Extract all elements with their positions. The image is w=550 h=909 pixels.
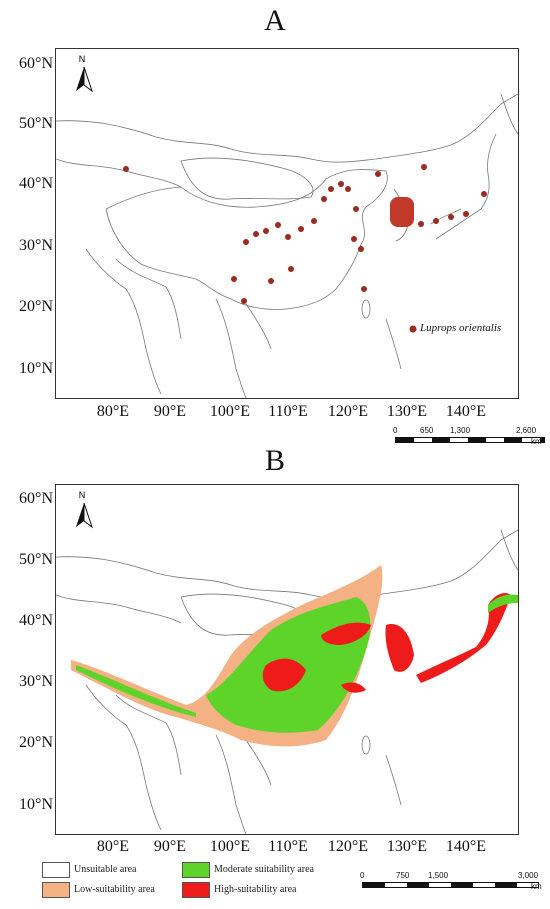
legend-label-moderate: Moderate suitability area bbox=[214, 864, 314, 875]
legend-label-high: High-suitability area bbox=[214, 884, 297, 895]
lon-label: 90°E bbox=[153, 838, 187, 855]
lon-label: 120°E bbox=[327, 838, 369, 855]
high-suitability-korea bbox=[385, 624, 414, 672]
lon-label: 110°E bbox=[268, 838, 308, 855]
panel-b-map-svg bbox=[56, 502, 518, 834]
lon-label: 100°E bbox=[209, 838, 251, 855]
scalebar-b-3: 3,000 bbox=[518, 871, 539, 880]
panel-b-title: B bbox=[264, 444, 285, 477]
lat-label: 60°N bbox=[19, 490, 53, 507]
occurrence-cluster-korea bbox=[390, 197, 414, 227]
panel-a-map-svg bbox=[56, 66, 518, 398]
lat-label: 30°N bbox=[19, 237, 53, 254]
scalebar-a-2: 1,300 bbox=[450, 426, 471, 435]
occurrence-point bbox=[463, 211, 469, 217]
occurrence-point bbox=[353, 206, 359, 212]
scalebar-b bbox=[362, 882, 539, 888]
occurrence-point bbox=[298, 226, 304, 232]
occurrence-point bbox=[231, 276, 237, 282]
lon-label: 100°E bbox=[209, 403, 251, 420]
lat-label: 20°N bbox=[19, 734, 53, 751]
scalebar-a-unit: km bbox=[531, 437, 542, 446]
lat-label: 60°N bbox=[19, 55, 53, 72]
lat-label: 40°N bbox=[19, 175, 53, 192]
occurrence-point bbox=[268, 278, 274, 284]
occurrence-point bbox=[481, 191, 487, 197]
occurrence-point bbox=[358, 246, 364, 252]
scalebar-a-1: 650 bbox=[420, 426, 434, 435]
occurrence-point bbox=[345, 186, 351, 192]
north-arrow-icon bbox=[76, 66, 93, 93]
occurrence-point bbox=[243, 239, 249, 245]
lon-label: 140°E bbox=[445, 838, 487, 855]
high-suitability-area bbox=[262, 658, 306, 692]
moderate-suitability-hokkaido bbox=[488, 594, 518, 613]
panel-a-title: A bbox=[264, 4, 286, 37]
lon-label: 140°E bbox=[445, 403, 487, 420]
suitability-regions bbox=[71, 565, 518, 747]
lat-label: 50°N bbox=[19, 115, 53, 132]
high-suitability-area bbox=[321, 622, 371, 645]
scalebar-a bbox=[395, 437, 545, 443]
lat-label: 10°N bbox=[19, 796, 53, 813]
moderate-suitability-strip bbox=[76, 665, 196, 717]
occurrence-point bbox=[418, 221, 424, 227]
lat-label: 30°N bbox=[19, 673, 53, 690]
occurrence-point bbox=[338, 181, 344, 187]
lat-label: 10°N bbox=[19, 360, 53, 377]
scalebar-b-1: 750 bbox=[396, 871, 410, 880]
lat-label: 40°N bbox=[19, 612, 53, 629]
legend-swatch-moderate bbox=[182, 862, 210, 878]
lon-label: 80°E bbox=[96, 403, 130, 420]
occurrence-point bbox=[448, 214, 454, 220]
lat-label: 20°N bbox=[19, 298, 53, 315]
legend-label-unsuitable: Unsuitable area bbox=[74, 864, 137, 875]
occurrence-point bbox=[361, 286, 367, 292]
occurrence-point bbox=[311, 218, 317, 224]
occurrence-point bbox=[285, 234, 291, 240]
panel-b-map bbox=[55, 484, 519, 835]
legend-label-a: Luprops orientalis bbox=[420, 322, 502, 334]
lon-label: 80°E bbox=[96, 838, 130, 855]
lon-label: 110°E bbox=[268, 403, 308, 420]
scalebar-b-unit: km bbox=[531, 882, 542, 891]
occurrence-point bbox=[275, 222, 281, 228]
lat-label: 50°N bbox=[19, 551, 53, 568]
lon-label: 90°E bbox=[153, 403, 187, 420]
panel-a-map bbox=[55, 48, 519, 399]
occurrence-point bbox=[421, 164, 427, 170]
occurrence-point bbox=[321, 196, 327, 202]
occurrence-points bbox=[123, 164, 487, 304]
north-label-a: N bbox=[78, 54, 86, 64]
occurrence-point bbox=[253, 231, 259, 237]
scalebar-b-2: 1,500 bbox=[428, 871, 449, 880]
legend-swatch-unsuitable bbox=[42, 862, 70, 878]
occurrence-point bbox=[288, 266, 294, 272]
north-arrow-icon bbox=[76, 502, 93, 529]
legend-label-low: Low-suitability area bbox=[74, 884, 155, 895]
occurrence-point bbox=[328, 186, 334, 192]
lon-label: 130°E bbox=[386, 403, 428, 420]
scalebar-b-0: 0 bbox=[360, 871, 365, 880]
legend-marker-a bbox=[409, 325, 417, 333]
lon-label: 120°E bbox=[327, 403, 369, 420]
country-borders bbox=[56, 93, 518, 398]
occurrence-point bbox=[263, 228, 269, 234]
occurrence-point bbox=[375, 171, 381, 177]
north-label-b: N bbox=[78, 490, 86, 500]
occurrence-point bbox=[433, 218, 439, 224]
country-borders-b bbox=[56, 529, 518, 834]
legend-swatch-high bbox=[182, 882, 210, 898]
occurrence-point bbox=[241, 298, 247, 304]
legend-swatch-low bbox=[42, 882, 70, 898]
occurrence-point bbox=[351, 236, 357, 242]
scalebar-a-3: 2,600 bbox=[516, 426, 537, 435]
lon-label: 130°E bbox=[386, 838, 428, 855]
high-suitability-area bbox=[341, 682, 366, 693]
scalebar-a-0: 0 bbox=[393, 426, 398, 435]
occurrence-point bbox=[123, 166, 129, 172]
